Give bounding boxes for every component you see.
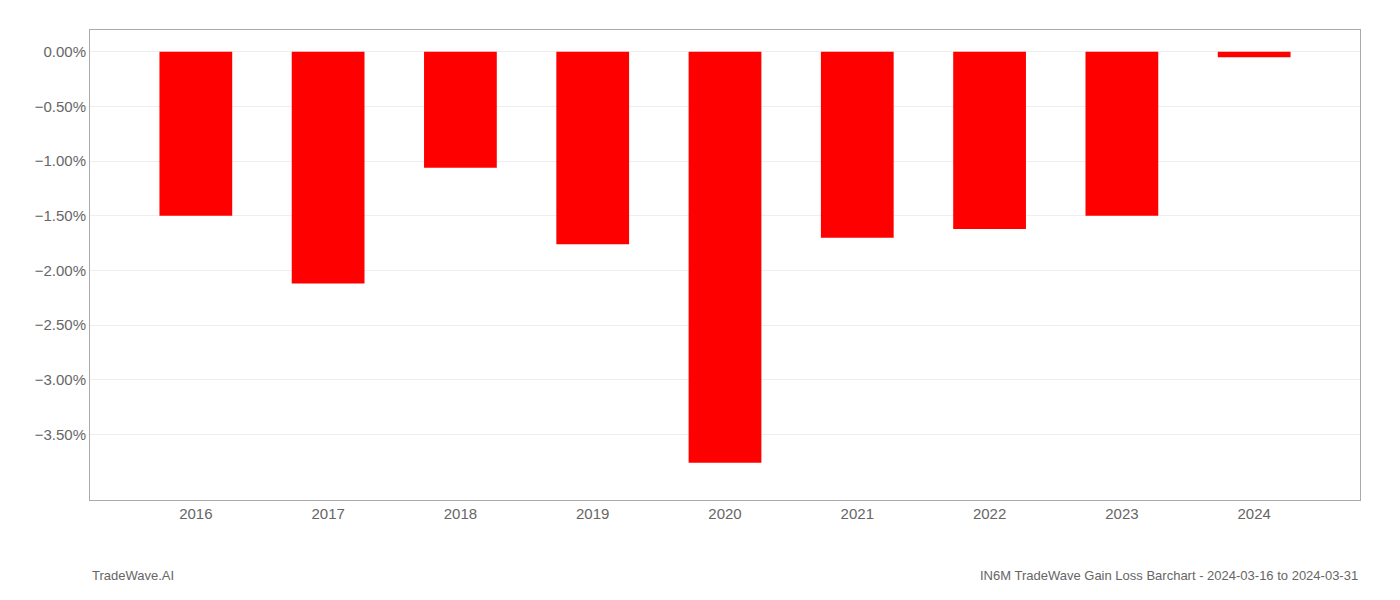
svg-text:−2.00%: −2.00%	[35, 262, 86, 279]
svg-text:−3.00%: −3.00%	[35, 371, 86, 388]
svg-text:0.00%: 0.00%	[43, 43, 86, 60]
svg-text:2022: 2022	[973, 505, 1006, 522]
svg-text:2020: 2020	[708, 505, 741, 522]
svg-text:−0.50%: −0.50%	[35, 98, 86, 115]
svg-text:−2.50%: −2.50%	[35, 316, 86, 333]
svg-text:−3.50%: −3.50%	[35, 426, 86, 443]
svg-text:2024: 2024	[1237, 505, 1270, 522]
svg-text:2019: 2019	[576, 505, 609, 522]
svg-text:TradeWave.AI: TradeWave.AI	[92, 568, 174, 583]
svg-text:2017: 2017	[311, 505, 344, 522]
svg-text:IN6M TradeWave Gain Loss Barch: IN6M TradeWave Gain Loss Barchart - 2024…	[980, 568, 1358, 583]
svg-text:2023: 2023	[1105, 505, 1138, 522]
svg-text:2018: 2018	[444, 505, 477, 522]
svg-text:2016: 2016	[179, 505, 212, 522]
svg-text:2021: 2021	[841, 505, 874, 522]
svg-text:−1.50%: −1.50%	[35, 207, 86, 224]
svg-text:−1.00%: −1.00%	[35, 152, 86, 169]
